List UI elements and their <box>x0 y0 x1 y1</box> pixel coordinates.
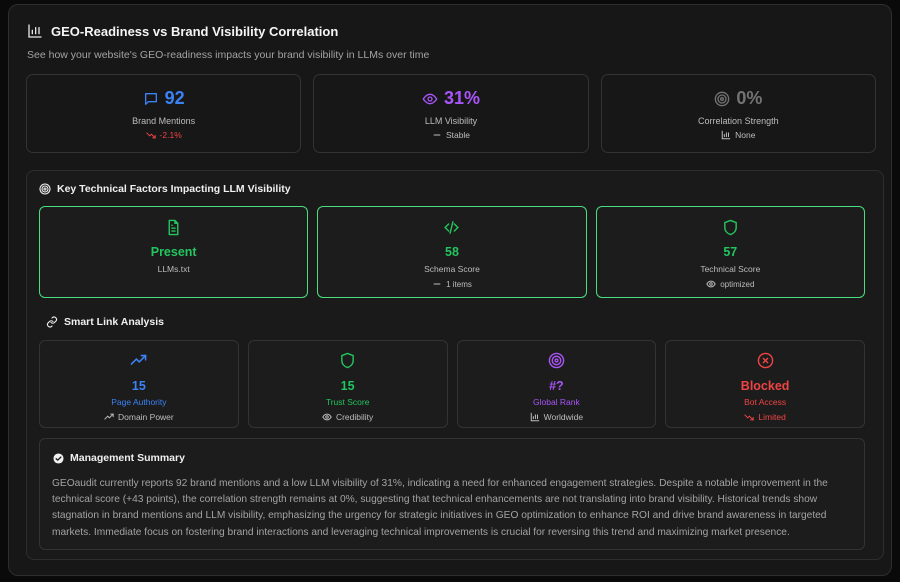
stat-card-correlation-strength: 0% Correlation Strength None <box>600 74 876 153</box>
link-sub: Domain Power <box>104 412 174 422</box>
link-card-global-rank: #? Global Rank Worldwide <box>456 340 657 428</box>
eye-icon <box>422 91 438 107</box>
panel-title: GEO-Readiness vs Brand Visibility Correl… <box>51 23 339 39</box>
technical-factors-title: Key Technical Factors Impacting LLM Visi… <box>57 183 291 195</box>
trending-up-icon <box>130 352 147 369</box>
link-icon <box>46 316 58 328</box>
stat-value: 31% <box>443 88 480 108</box>
check-circle-icon <box>53 452 64 464</box>
technical-factors-heading: Key Technical Factors Impacting LLM Visi… <box>39 183 291 195</box>
summary-title: Management Summary <box>70 452 185 464</box>
factor-card-technical-score: 57 Technical Score optimized <box>595 206 865 298</box>
panel-header: GEO-Readiness vs Brand Visibility Correl… <box>27 23 430 62</box>
correlation-panel: GEO-Readiness vs Brand Visibility Correl… <box>8 4 892 576</box>
code-icon <box>443 219 460 236</box>
x-circle-icon <box>757 352 774 369</box>
link-sub: Worldwide <box>530 412 584 422</box>
link-label: Page Authority <box>111 397 167 407</box>
factor-sub-text: 1 items <box>446 279 472 289</box>
stat-card-brand-mentions: 92 Brand Mentions -2.1% <box>26 74 302 153</box>
link-sub-text: Worldwide <box>543 412 584 422</box>
summary-heading: Management Summary <box>53 452 185 464</box>
trending-up-icon <box>104 412 114 422</box>
trending-down-icon <box>744 412 755 422</box>
minus-icon <box>432 130 442 140</box>
target-icon <box>548 352 565 369</box>
stat-value: 92 <box>164 88 185 108</box>
message-icon <box>143 91 159 107</box>
factor-sub: 1 items <box>432 279 472 289</box>
link-sub-text: Credibility <box>335 412 374 422</box>
file-text-icon <box>165 219 182 236</box>
smart-link-heading: Smart Link Analysis <box>46 316 164 328</box>
stat-change-text: -2.1% <box>159 130 182 140</box>
factor-value: Present <box>150 245 197 259</box>
stat-change-text: Stable <box>445 130 471 140</box>
technical-factors-section: Key Technical Factors Impacting LLM Visi… <box>26 170 884 560</box>
link-sub: Limited <box>744 412 786 422</box>
management-summary: Management Summary GEOaudit currently re… <box>39 438 865 550</box>
link-label: Trust Score <box>325 397 370 407</box>
factor-label: Technical Score <box>700 264 761 274</box>
minus-icon <box>432 279 442 289</box>
target-icon <box>714 91 730 107</box>
factor-card-schema-score: 58 Schema Score 1 items <box>317 206 587 298</box>
stat-change: None <box>721 130 755 140</box>
summary-text: GEOaudit currently reports 92 brand ment… <box>52 478 828 538</box>
link-card-page-authority: 15 Page Authority Domain Power <box>39 340 239 428</box>
link-value: 15 <box>340 379 355 393</box>
eye-icon <box>322 412 332 422</box>
factor-card-llms-txt: Present LLMs.txt <box>39 206 309 298</box>
link-sub: Credibility <box>322 412 373 422</box>
stat-value: 0% <box>736 88 763 108</box>
stat-label: LLM Visibility <box>424 116 478 126</box>
link-label: Bot Access <box>744 397 787 407</box>
target-icon <box>39 183 51 195</box>
stat-label: Brand Mentions <box>132 116 196 126</box>
link-card-bot-access: Blocked Bot Access Limited <box>665 340 865 428</box>
bar-chart-icon <box>530 412 540 422</box>
factor-sub-text: optimized <box>720 279 755 289</box>
stats-row: 92 Brand Mentions -2.1% 31% LLM Visibili… <box>26 74 876 153</box>
link-sub-text: Limited <box>758 412 786 422</box>
factor-label: LLMs.txt <box>157 264 190 274</box>
factor-label: Schema Score <box>424 264 480 274</box>
link-sub-text: Domain Power <box>118 412 174 422</box>
smart-link-row: 15 Page Authority Domain Power 15 Trust … <box>39 340 865 428</box>
link-label: Global Rank <box>532 397 580 407</box>
shield-icon <box>722 219 739 236</box>
link-card-trust-score: 15 Trust Score Credibility <box>247 340 448 428</box>
eye-icon <box>706 279 716 289</box>
technical-factors-row: Present LLMs.txt 58 Schema Score 1 items <box>39 206 865 298</box>
stat-change: Stable <box>432 130 470 140</box>
stat-card-llm-visibility: 31% LLM Visibility Stable <box>313 74 589 153</box>
factor-value: 58 <box>445 245 459 259</box>
stat-label: Correlation Strength <box>698 116 779 126</box>
smart-link-title: Smart Link Analysis <box>64 316 164 328</box>
stat-change-text: None <box>735 130 756 140</box>
shield-icon <box>339 352 356 369</box>
trending-down-icon <box>145 130 156 140</box>
bar-chart-icon <box>27 23 43 39</box>
link-value: #? <box>549 379 564 393</box>
panel-subtitle: See how your website's GEO-readiness imp… <box>27 49 430 61</box>
bar-chart-icon <box>721 130 731 140</box>
stat-change: -2.1% <box>145 130 182 140</box>
link-value: Blocked <box>740 379 790 393</box>
factor-sub: optimized <box>706 279 754 289</box>
factor-value: 57 <box>723 245 738 259</box>
link-value: 15 <box>131 379 146 393</box>
